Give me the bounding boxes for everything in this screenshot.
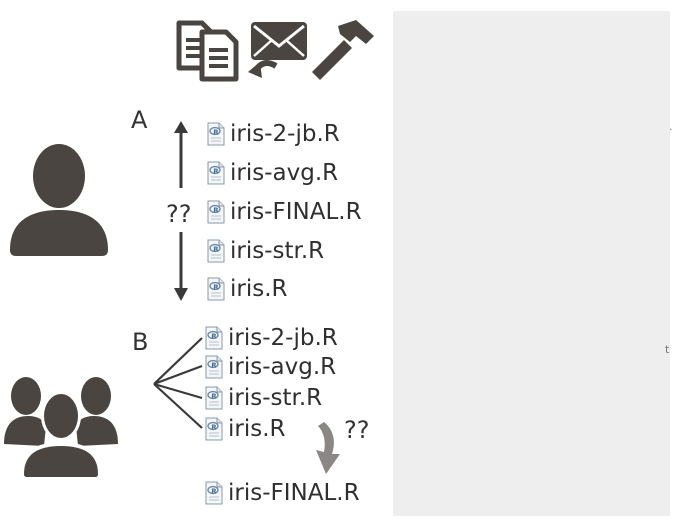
scenario-b-label: B xyxy=(132,328,149,356)
r-script-file-icon xyxy=(207,277,225,301)
file-item: iris-avg.R xyxy=(205,351,336,383)
panel-mark: · xyxy=(669,123,673,136)
r-script-file-icon xyxy=(207,239,225,263)
email-reply-icon xyxy=(246,20,312,82)
right-panel: · t xyxy=(393,11,673,516)
file-name: iris-2-jb.R xyxy=(228,325,338,351)
file-item: iris-2-jb.R xyxy=(207,118,340,150)
file-item: iris-str.R xyxy=(205,382,322,414)
file-name: iris.R xyxy=(230,276,288,302)
file-name: iris-str.R xyxy=(230,238,325,264)
file-item: iris-FINAL.R xyxy=(207,196,362,228)
up-arrow xyxy=(172,120,190,190)
file-item: iris.R xyxy=(207,273,288,305)
scenario-a-label: A xyxy=(131,106,148,134)
file-name: iris-2-jb.R xyxy=(230,121,340,147)
r-script-file-icon xyxy=(205,355,223,379)
documents-icon xyxy=(176,20,242,82)
file-item: iris-2-jb.R xyxy=(205,322,338,354)
scenario-b-question: ?? xyxy=(344,416,370,444)
r-script-file-icon xyxy=(207,200,225,224)
file-name: iris-avg.R xyxy=(230,160,339,186)
scenario-a-question: ?? xyxy=(166,200,192,228)
branch-lines xyxy=(150,330,206,440)
panel-mark: t xyxy=(665,343,670,356)
result-file-item: iris-FINAL.R xyxy=(205,477,360,509)
hammer-icon xyxy=(310,18,376,84)
result-file-name: iris-FINAL.R xyxy=(228,480,360,506)
file-name: iris-avg.R xyxy=(228,354,337,380)
down-arrow xyxy=(172,232,190,302)
file-item: iris.R xyxy=(205,413,286,445)
single-user-icon xyxy=(8,140,110,256)
group-users-icon xyxy=(4,372,118,480)
curved-arrow xyxy=(312,420,346,476)
r-script-file-icon xyxy=(205,326,223,350)
r-script-file-icon xyxy=(207,122,225,146)
file-name: iris-str.R xyxy=(228,385,323,411)
file-item: iris-str.R xyxy=(207,235,324,267)
file-item: iris-avg.R xyxy=(207,157,338,189)
file-name: iris-FINAL.R xyxy=(230,199,362,225)
file-name: iris.R xyxy=(228,416,286,442)
r-script-file-icon xyxy=(205,481,223,505)
r-script-file-icon xyxy=(207,161,225,185)
r-script-file-icon xyxy=(205,417,223,441)
r-script-file-icon xyxy=(205,386,223,410)
